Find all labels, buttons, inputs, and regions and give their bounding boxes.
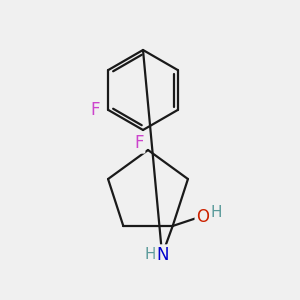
Text: H: H (145, 248, 156, 262)
Text: N: N (156, 246, 169, 264)
Text: F: F (91, 101, 100, 119)
Text: F: F (134, 134, 144, 152)
Text: H: H (211, 206, 222, 220)
Text: O: O (196, 208, 209, 226)
